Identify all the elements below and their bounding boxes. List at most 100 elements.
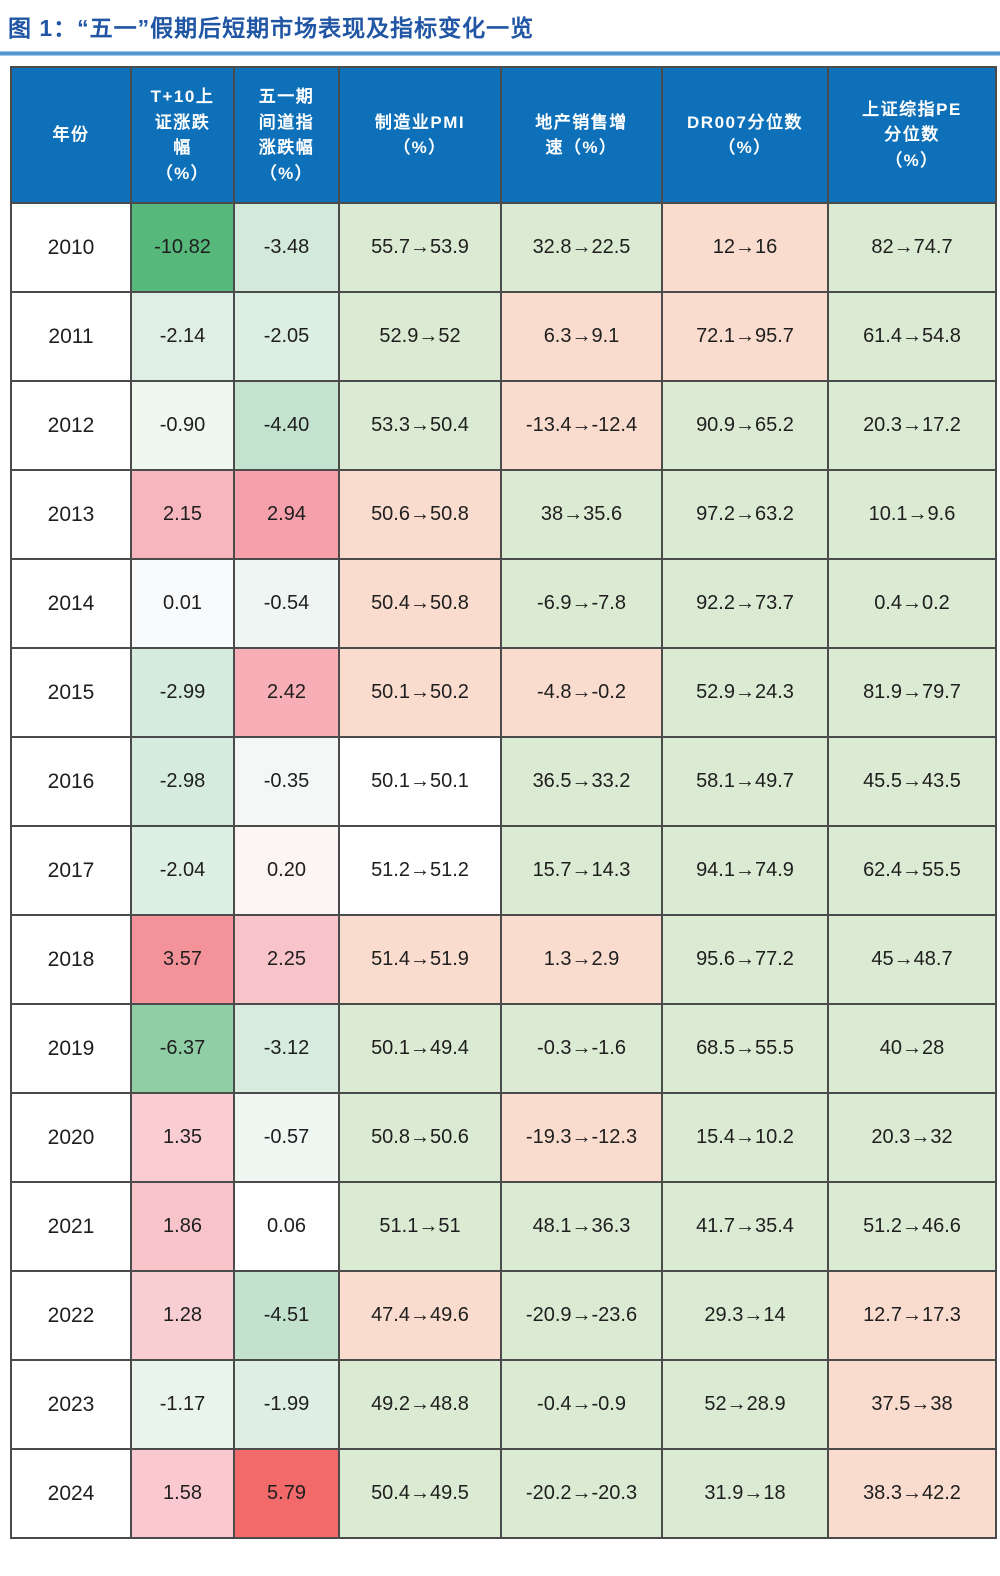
value-cell: 45.5→43.5 xyxy=(827,736,997,827)
table-row-2012: 2012 -0.90 -4.40 53.3→50.4 -13.4→-12.4 90.9→6… xyxy=(10,380,997,471)
figure-title: 图 1：“五一”假期后短期市场表现及指标变化一览 xyxy=(8,15,535,41)
value-cell: 1.58 xyxy=(130,1448,235,1539)
value-cell: -2.04 xyxy=(130,825,235,916)
value-cell: 92.2→73.7 xyxy=(661,558,829,649)
value-cell: 1.35 xyxy=(130,1092,235,1183)
value-cell: 41.7→35.4 xyxy=(661,1181,829,1272)
table-row-2023: 2023 -1.17 -1.99 49.2→48.8 -0.4→-0.9 52→28.9 3… xyxy=(10,1359,997,1450)
value-cell: 32.8→22.5 xyxy=(500,202,663,293)
value-cell: 0.06 xyxy=(233,1181,340,1272)
value-cell: 0.20 xyxy=(233,825,340,916)
year-cell: 2021 xyxy=(10,1181,132,1272)
value-cell: 48.1→36.3 xyxy=(500,1181,663,1272)
table-row-2018: 2018 3.57 2.25 51.4→51.9 1.3→2.9 95.6→77.2 45→… xyxy=(10,914,997,1005)
value-cell: 2.42 xyxy=(233,647,340,738)
year-cell: 2022 xyxy=(10,1270,132,1361)
value-cell: 50.1→50.1 xyxy=(338,736,502,827)
value-cell: 72.1→95.7 xyxy=(661,291,829,382)
table-row-2022: 2022 1.28 -4.51 47.4→49.6 -20.9→-23.6 29.3→14… xyxy=(10,1270,997,1361)
value-cell: 0.4→0.2 xyxy=(827,558,997,649)
value-cell: -1.17 xyxy=(130,1359,235,1450)
table-row-2019: 2019 -6.37 -3.12 50.1→49.4 -0.3→-1.6 68.5→55.… xyxy=(10,1003,997,1094)
value-cell: 52.9→52 xyxy=(338,291,502,382)
year-cell: 2012 xyxy=(10,380,132,471)
table-row-2021: 2021 1.86 0.06 51.1→51 48.1→36.3 41.7→35.4 51.… xyxy=(10,1181,997,1272)
value-cell: -0.54 xyxy=(233,558,340,649)
value-cell: 50.6→50.8 xyxy=(338,469,502,560)
value-cell: 10.1→9.6 xyxy=(827,469,997,560)
value-cell: 58.1→49.7 xyxy=(661,736,829,827)
value-cell: -0.57 xyxy=(233,1092,340,1183)
value-cell: 37.5→38 xyxy=(827,1359,997,1450)
year-cell: 2023 xyxy=(10,1359,132,1450)
column-header-6: 上证综指PE 分位数 （%） xyxy=(827,66,997,204)
value-cell: 2.15 xyxy=(130,469,235,560)
value-cell: -0.90 xyxy=(130,380,235,471)
table-body: 2010 -10.82 -3.48 55.7→53.9 32.8→22.5 12→16 82… xyxy=(10,202,997,1539)
year-cell: 2018 xyxy=(10,914,132,1005)
value-cell: 38→35.6 xyxy=(500,469,663,560)
value-cell: 1.86 xyxy=(130,1181,235,1272)
holiday-market-table: 年份 T+10上 证涨跌 幅 （%） 五一期 间道指 涨跌幅 （%） 制造业PMI （… xyxy=(10,66,997,1539)
value-cell: 52→28.9 xyxy=(661,1359,829,1450)
value-cell: -3.48 xyxy=(233,202,340,293)
value-cell: 50.4→49.5 xyxy=(338,1448,502,1539)
value-cell: 51.2→46.6 xyxy=(827,1181,997,1272)
value-cell: -4.8→-0.2 xyxy=(500,647,663,738)
year-cell: 2013 xyxy=(10,469,132,560)
value-cell: 95.6→77.2 xyxy=(661,914,829,1005)
table-row-2017: 2017 -2.04 0.20 51.2→51.2 15.7→14.3 94.1→74.9… xyxy=(10,825,997,916)
value-cell: -19.3→-12.3 xyxy=(500,1092,663,1183)
value-cell: 81.9→79.7 xyxy=(827,647,997,738)
value-cell: 68.5→55.5 xyxy=(661,1003,829,1094)
table-row-2011: 2011 -2.14 -2.05 52.9→52 6.3→9.1 72.1→95.7 61.… xyxy=(10,291,997,382)
value-cell: 94.1→74.9 xyxy=(661,825,829,916)
value-cell: 5.79 xyxy=(233,1448,340,1539)
value-cell: 12.7→17.3 xyxy=(827,1270,997,1361)
column-header-3: 制造业PMI （%） xyxy=(338,66,502,204)
value-cell: -0.4→-0.9 xyxy=(500,1359,663,1450)
table-row-2016: 2016 -2.98 -0.35 50.1→50.1 36.5→33.2 58.1→49.… xyxy=(10,736,997,827)
value-cell: 50.4→50.8 xyxy=(338,558,502,649)
value-cell: 45→48.7 xyxy=(827,914,997,1005)
year-cell: 2019 xyxy=(10,1003,132,1094)
value-cell: 52.9→24.3 xyxy=(661,647,829,738)
table-header-row: 年份 T+10上 证涨跌 幅 （%） 五一期 间道指 涨跌幅 （%） 制造业PMI （… xyxy=(10,66,997,204)
value-cell: 97.2→63.2 xyxy=(661,469,829,560)
value-cell: 29.3→14 xyxy=(661,1270,829,1361)
value-cell: -0.35 xyxy=(233,736,340,827)
value-cell: 90.9→65.2 xyxy=(661,380,829,471)
value-cell: 20.3→17.2 xyxy=(827,380,997,471)
value-cell: 1.3→2.9 xyxy=(500,914,663,1005)
value-cell: -3.12 xyxy=(233,1003,340,1094)
value-cell: 51.4→51.9 xyxy=(338,914,502,1005)
value-cell: -10.82 xyxy=(130,202,235,293)
value-cell: -13.4→-12.4 xyxy=(500,380,663,471)
column-header-0: 年份 xyxy=(10,66,132,204)
value-cell: 15.4→10.2 xyxy=(661,1092,829,1183)
value-cell: 3.57 xyxy=(130,914,235,1005)
value-cell: -20.2→-20.3 xyxy=(500,1448,663,1539)
value-cell: -6.9→-7.8 xyxy=(500,558,663,649)
year-cell: 2020 xyxy=(10,1092,132,1183)
value-cell: 82→74.7 xyxy=(827,202,997,293)
value-cell: 50.1→50.2 xyxy=(338,647,502,738)
value-cell: 50.1→49.4 xyxy=(338,1003,502,1094)
column-header-1: T+10上 证涨跌 幅 （%） xyxy=(130,66,235,204)
value-cell: 12→16 xyxy=(661,202,829,293)
table-row-2015: 2015 -2.99 2.42 50.1→50.2 -4.8→-0.2 52.9→24.3… xyxy=(10,647,997,738)
column-header-4: 地产销售增 速（%） xyxy=(500,66,663,204)
value-cell: 40→28 xyxy=(827,1003,997,1094)
title-divider-rule xyxy=(0,51,1000,56)
value-cell: 61.4→54.8 xyxy=(827,291,997,382)
column-header-5: DR007分位数 （%） xyxy=(661,66,829,204)
column-header-2: 五一期 间道指 涨跌幅 （%） xyxy=(233,66,340,204)
year-cell: 2017 xyxy=(10,825,132,916)
value-cell: -2.05 xyxy=(233,291,340,382)
value-cell: 2.94 xyxy=(233,469,340,560)
value-cell: 49.2→48.8 xyxy=(338,1359,502,1450)
value-cell: -2.14 xyxy=(130,291,235,382)
value-cell: -20.9→-23.6 xyxy=(500,1270,663,1361)
value-cell: -0.3→-1.6 xyxy=(500,1003,663,1094)
